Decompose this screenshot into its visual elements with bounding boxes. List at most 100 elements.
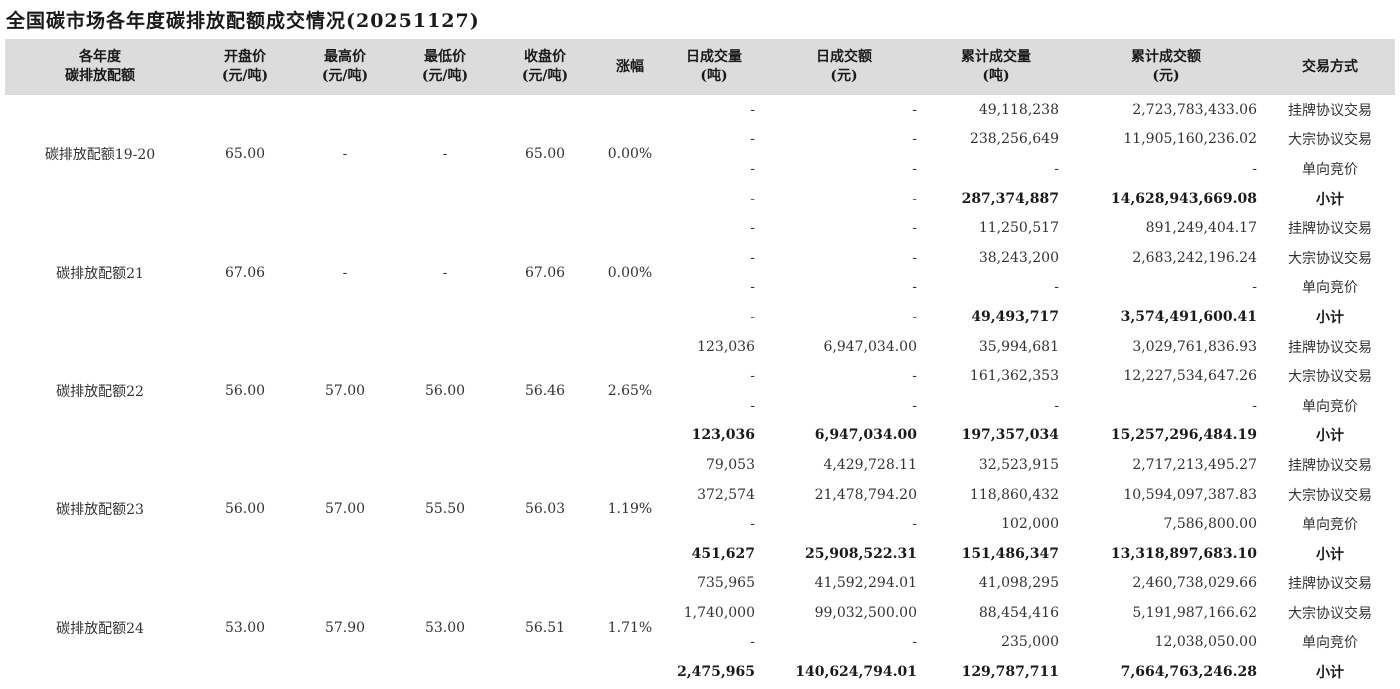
low-price-cell: 53.00 — [424, 619, 466, 636]
daily-volume-cell: 123,036 — [691, 427, 755, 444]
cumulative-volume-cell: 49,118,238 — [978, 101, 1059, 118]
cumulative-amount-cell: 2,723,783,433.06 — [1132, 101, 1257, 118]
close-price-cell: 56.03 — [524, 501, 566, 518]
table-row: - - 102,000 7,586,800.00 单向竞价 — [5, 509, 1395, 539]
table-row-subtotal: 2,475,965 140,624,794.01 129,787,711 7,664,… — [5, 657, 1395, 687]
table-row: 碳排放配额24 53.00 57.90 53.00 56.51 1.71% 735,965 4… — [5, 569, 1395, 636]
cumulative-amount-cell: 11,905,160,236.02 — [1123, 131, 1257, 148]
daily-amount-cell: 6,947,034.00 — [814, 427, 917, 444]
header-row: 各年度 碳排放配额 开盘价 (元/吨) 最高价 (元/吨) 最低价 (元/吨) 收盘价(… — [5, 39, 1395, 95]
daily-amount-cell: - — [912, 308, 917, 325]
high-price-cell: - — [342, 264, 348, 281]
change-cell: 0.00% — [607, 146, 653, 163]
open-price-cell: 67.06 — [224, 264, 266, 281]
close-price-cell: 67.06 — [524, 264, 566, 281]
table-row: 1,740,000 99,032,500.00 88,454,416 5,191,98… — [5, 598, 1395, 628]
allowance-year-cell: 碳排放配额23 — [56, 502, 144, 519]
table-row-subtotal: 451,627 25,908,522.31 151,486,347 13,318,89… — [5, 539, 1395, 569]
daily-volume-cell: - — [750, 160, 755, 177]
trading-mode-cell: 大宗协议交易 — [1288, 369, 1372, 386]
cumulative-volume-cell: 238,256,649 — [969, 131, 1059, 148]
high-price-cell: 57.00 — [324, 382, 366, 399]
carbon-allowance-table: 各年度 碳排放配额 开盘价 (元/吨) 最高价 (元/吨) 最低价 (元/吨) 收盘价(… — [5, 39, 1395, 687]
table-row-subtotal: - - 49,493,717 3,574,491,600.41 小计 — [5, 302, 1395, 332]
trading-mode-cell: 挂牌协议交易 — [1288, 339, 1372, 356]
table-row: 碳排放配额23 56.00 57.00 55.50 56.03 1.19% 79,053 4,… — [5, 450, 1395, 518]
change-cell: 1.19% — [607, 501, 653, 518]
daily-volume-cell: - — [750, 308, 755, 325]
daily-amount-cell: - — [912, 131, 917, 148]
cumulative-amount-cell: 12,038,050.00 — [1154, 634, 1257, 651]
cumulative-amount-cell: 7,586,800.00 — [1163, 516, 1257, 533]
daily-volume-cell: 1,740,000 — [683, 604, 755, 621]
trading-mode-cell: 大宗协议交易 — [1288, 487, 1372, 504]
daily-volume-cell: - — [750, 249, 755, 266]
header-change: 涨幅 — [595, 39, 665, 95]
low-price-cell: 55.50 — [424, 501, 466, 518]
cumulative-amount-cell: 14,628,943,669.08 — [1110, 190, 1257, 207]
cumulative-volume-cell: 197,357,034 — [961, 427, 1059, 444]
cumulative-amount-cell: 5,191,987,166.62 — [1132, 604, 1257, 621]
change-cell: 1.71% — [607, 619, 653, 636]
trading-mode-cell: 小计 — [1316, 191, 1344, 208]
cumulative-amount-cell: 2,683,242,196.24 — [1132, 249, 1257, 266]
trading-mode-cell: 挂牌协议交易 — [1288, 102, 1372, 119]
cumulative-amount-cell: - — [1252, 279, 1257, 296]
cumulative-volume-cell: 11,250,517 — [978, 220, 1059, 237]
trading-mode-cell: 小计 — [1316, 428, 1344, 445]
page-title: 全国碳市场各年度碳排放配额成交情况(20251127) — [6, 10, 480, 32]
daily-amount-cell: 25,908,522.31 — [804, 545, 917, 562]
cumulative-amount-cell: 3,029,761,836.93 — [1132, 338, 1257, 355]
daily-amount-cell: 6,947,034.00 — [823, 338, 917, 355]
allowance-year-cell: 碳排放配额24 — [56, 620, 144, 637]
cumulative-amount-cell: 2,460,738,029.66 — [1132, 575, 1257, 592]
daily-amount-cell: - — [912, 249, 917, 266]
header-cumulative-amount: 累计成交额 (元) — [1067, 39, 1265, 95]
trading-mode-cell: 小计 — [1316, 665, 1344, 682]
daily-volume-cell: - — [750, 101, 755, 118]
cumulative-amount-cell: 891,249,404.17 — [1145, 220, 1257, 237]
cumulative-volume-cell: 88,454,416 — [978, 604, 1059, 621]
allowance-year-cell: 碳排放配额22 — [56, 383, 144, 400]
cumulative-volume-cell: 41,098,295 — [978, 575, 1059, 592]
trading-mode-cell: 小计 — [1316, 546, 1344, 563]
cumulative-amount-cell: 2,717,213,495.27 — [1132, 456, 1257, 473]
trading-mode-cell: 单向竞价 — [1302, 398, 1358, 415]
allowance-year-cell: 碳排放配额19-20 — [44, 147, 156, 164]
daily-volume-cell: - — [750, 397, 755, 414]
open-price-cell: 56.00 — [224, 501, 266, 518]
daily-volume-cell: - — [750, 368, 755, 385]
header-cumulative-volume: 累计成交量 (吨) — [925, 39, 1067, 95]
cumulative-volume-cell: - — [1054, 279, 1059, 296]
table-row: - - 235,000 12,038,050.00 单向竞价 — [5, 628, 1395, 658]
header-close-price: 收盘价 (元/吨) — [495, 39, 595, 95]
cumulative-volume-cell: 161,362,353 — [969, 368, 1059, 385]
table-row: - - - - 单向竞价 — [5, 154, 1395, 184]
daily-amount-cell: - — [912, 368, 917, 385]
cumulative-volume-cell: 129,787,711 — [961, 664, 1059, 681]
table-row: - - 161,362,353 12,227,534,647.26 大宗协议交易 — [5, 361, 1395, 391]
daily-amount-cell: 4,429,728.11 — [823, 456, 917, 473]
table-row: - - 38,243,200 2,683,242,196.24 大宗协议交易 — [5, 243, 1395, 273]
table-row-subtotal: 123,036 6,947,034.00 197,357,034 15,257,296… — [5, 421, 1395, 451]
header-allowance-year: 各年度 碳排放配额 — [5, 39, 195, 95]
daily-amount-cell: - — [912, 397, 917, 414]
low-price-cell: - — [442, 264, 448, 281]
table-row: 碳排放配额22 56.00 57.00 56.00 56.46 2.65% 123,036 6… — [5, 332, 1395, 400]
table-row: - - 238,256,649 11,905,160,236.02 大宗协议交易 — [5, 125, 1395, 155]
trading-mode-cell: 挂牌协议交易 — [1288, 457, 1372, 474]
daily-volume-cell: - — [750, 516, 755, 533]
trading-mode-cell: 挂牌协议交易 — [1288, 221, 1372, 238]
cumulative-amount-cell: 10,594,097,387.83 — [1123, 486, 1257, 503]
daily-amount-cell: 140,624,794.01 — [795, 664, 917, 681]
close-price-cell: 56.46 — [524, 382, 566, 399]
daily-volume-cell: 451,627 — [691, 545, 755, 562]
daily-amount-cell: - — [912, 101, 917, 118]
daily-volume-cell: - — [750, 279, 755, 296]
cumulative-amount-cell: 3,574,491,600.41 — [1120, 308, 1257, 325]
cumulative-volume-cell: - — [1054, 397, 1059, 414]
header-low-price: 最低价 (元/吨) — [395, 39, 495, 95]
high-price-cell: 57.00 — [324, 501, 366, 518]
high-price-cell: 57.90 — [324, 619, 366, 636]
cumulative-amount-cell: - — [1252, 160, 1257, 177]
